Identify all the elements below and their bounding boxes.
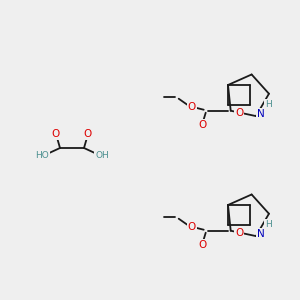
Text: O: O bbox=[235, 108, 243, 118]
Text: O: O bbox=[188, 102, 196, 112]
Text: OH: OH bbox=[95, 152, 109, 160]
Text: N: N bbox=[257, 229, 265, 239]
Text: O: O bbox=[188, 222, 196, 232]
Text: O: O bbox=[199, 240, 207, 250]
Text: N: N bbox=[257, 109, 265, 119]
Text: H: H bbox=[265, 100, 272, 109]
Text: O: O bbox=[52, 129, 60, 139]
Text: HO: HO bbox=[35, 152, 49, 160]
Text: O: O bbox=[235, 228, 243, 238]
Text: H: H bbox=[265, 220, 272, 229]
Text: O: O bbox=[199, 120, 207, 130]
Text: O: O bbox=[84, 129, 92, 139]
